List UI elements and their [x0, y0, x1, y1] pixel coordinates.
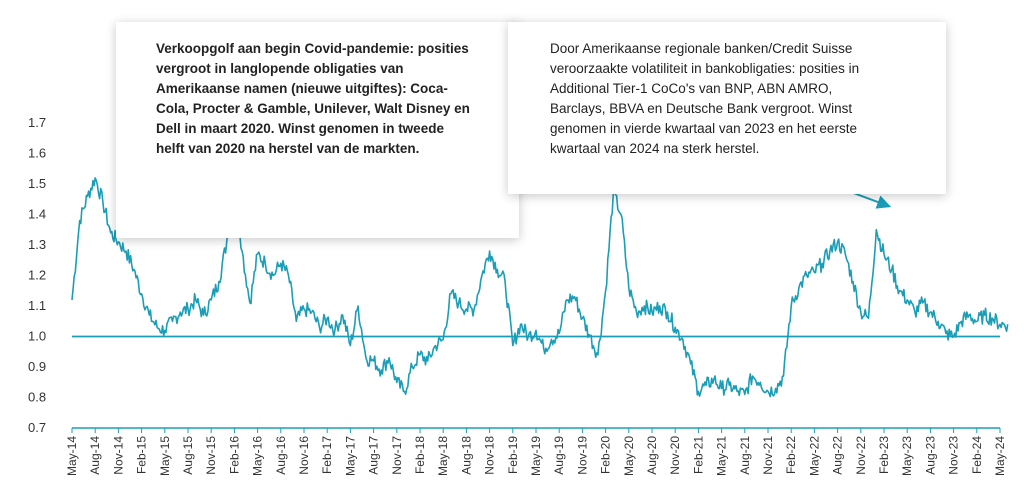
y-tick-label: 1.3: [28, 237, 46, 252]
x-tick-label: May-17: [343, 436, 357, 476]
annotation-banks-line: veroorzaakte volatiliteit in bankobligat…: [550, 61, 860, 76]
x-tick-label: Feb-23: [877, 436, 891, 474]
annotation-covid-line: Verkoopgolf aan begin Covid-pandemie: po…: [156, 41, 469, 56]
x-tick-label: Nov-22: [854, 436, 868, 475]
annotation-covid-line: Dell in maart 2020. Winst genomen in twe…: [156, 121, 444, 136]
annotation-banks-line: Barclays, BBVA en Deutsche Bank vergroot…: [550, 101, 853, 116]
x-tick-label: May-16: [251, 436, 265, 476]
x-tick-label: Aug-14: [88, 436, 102, 475]
y-tick-label: 1.5: [28, 176, 46, 191]
x-tick-label: May-23: [900, 436, 914, 476]
y-tick-label: 1.0: [28, 329, 46, 344]
y-tick-label: 0.9: [28, 359, 46, 374]
y-tick-label: 1.7: [28, 115, 46, 130]
x-tick-label: Feb-16: [227, 436, 241, 474]
y-axis-ticks: 1.7 1.6 1.5 1.4 1.3 1.2 1.1 1.0 0.9 0.8 0.7: [28, 115, 46, 435]
x-tick-label: Aug-21: [738, 436, 752, 475]
x-tick-label: Nov-14: [111, 436, 125, 475]
x-tick-label: Nov-15: [204, 436, 218, 475]
x-tick-label: Feb-20: [599, 436, 613, 474]
x-tick-label: Feb-17: [320, 436, 334, 474]
x-tick-label: May-15: [158, 436, 172, 476]
y-tick-label: 0.8: [28, 390, 46, 405]
x-tick-label: May-24: [993, 436, 1007, 476]
x-tick-label: May-21: [715, 436, 729, 476]
x-tick-label: May-14: [65, 436, 79, 476]
annotation-banks: Door Amerikaanse regionale banken/Credit…: [508, 22, 946, 194]
annotation-covid-line: vergroot in langlopende obligaties van: [156, 61, 404, 76]
annotation-covid-line: Amerikaanse namen (nieuwe uitgiftes): Co…: [156, 81, 448, 96]
y-tick-label: 0.7: [28, 420, 46, 435]
x-tick-label: Nov-19: [575, 436, 589, 475]
x-axis: May-14 Aug-14 Nov-14 Feb-15 May-15 Aug-15 Nov-…: [65, 427, 1007, 476]
annotation-covid-line: Cola, Procter & Gamble, Unilever, Walt D…: [156, 101, 470, 116]
x-tick-label: Feb-21: [691, 436, 705, 474]
x-tick-label: Nov-21: [761, 436, 775, 475]
x-tick-label: Feb-15: [135, 436, 149, 474]
x-tick-label: Nov-17: [390, 436, 404, 475]
x-tick-label: Feb-19: [506, 436, 520, 474]
x-tick-label: May-22: [807, 436, 821, 476]
x-tick-label: May-19: [529, 436, 543, 476]
x-tick-label: Aug-18: [459, 436, 473, 475]
y-tick-label: 1.1: [28, 298, 46, 313]
x-tick-label: Aug-22: [831, 436, 845, 475]
x-tick-label: Feb-18: [413, 436, 427, 474]
x-tick-label: Aug-20: [645, 436, 659, 475]
annotation-covid: Verkoopgolf aan begin Covid-pandemie: po…: [116, 22, 519, 238]
x-tick-label: Nov-18: [483, 436, 497, 475]
annotation-banks-line: Additional Tier-1 CoCo's van BNP, ABN AM…: [550, 81, 833, 96]
annotation-covid-line: helft van 2020 na herstel van de markten…: [156, 141, 420, 156]
x-tick-label: Nov-20: [668, 436, 682, 475]
y-tick-label: 1.4: [28, 207, 46, 222]
x-tick-label: May-18: [436, 436, 450, 476]
x-tick-label: Aug-17: [367, 436, 381, 475]
annotation-banks-line: genomen in vierde kwartaal van 2023 en h…: [550, 121, 857, 136]
annotation-banks-line: Door Amerikaanse regionale banken/Credit…: [550, 41, 853, 56]
x-tick-label: Aug-19: [552, 436, 566, 475]
x-tick-label: Nov-23: [947, 436, 961, 475]
x-tick-label: Aug-23: [923, 436, 937, 475]
x-tick-label: Aug-16: [274, 436, 288, 475]
annotation-banks-line: kwartaal van 2024 na sterk herstel.: [550, 141, 760, 156]
x-tick-label: Nov-16: [297, 436, 311, 475]
y-tick-label: 1.6: [28, 146, 46, 161]
x-tick-label: May-20: [622, 436, 636, 476]
x-tick-label: Feb-22: [784, 436, 798, 474]
x-tick-label: Feb-24: [970, 436, 984, 474]
y-tick-label: 1.2: [28, 268, 46, 283]
x-tick-label: Aug-15: [181, 436, 195, 475]
